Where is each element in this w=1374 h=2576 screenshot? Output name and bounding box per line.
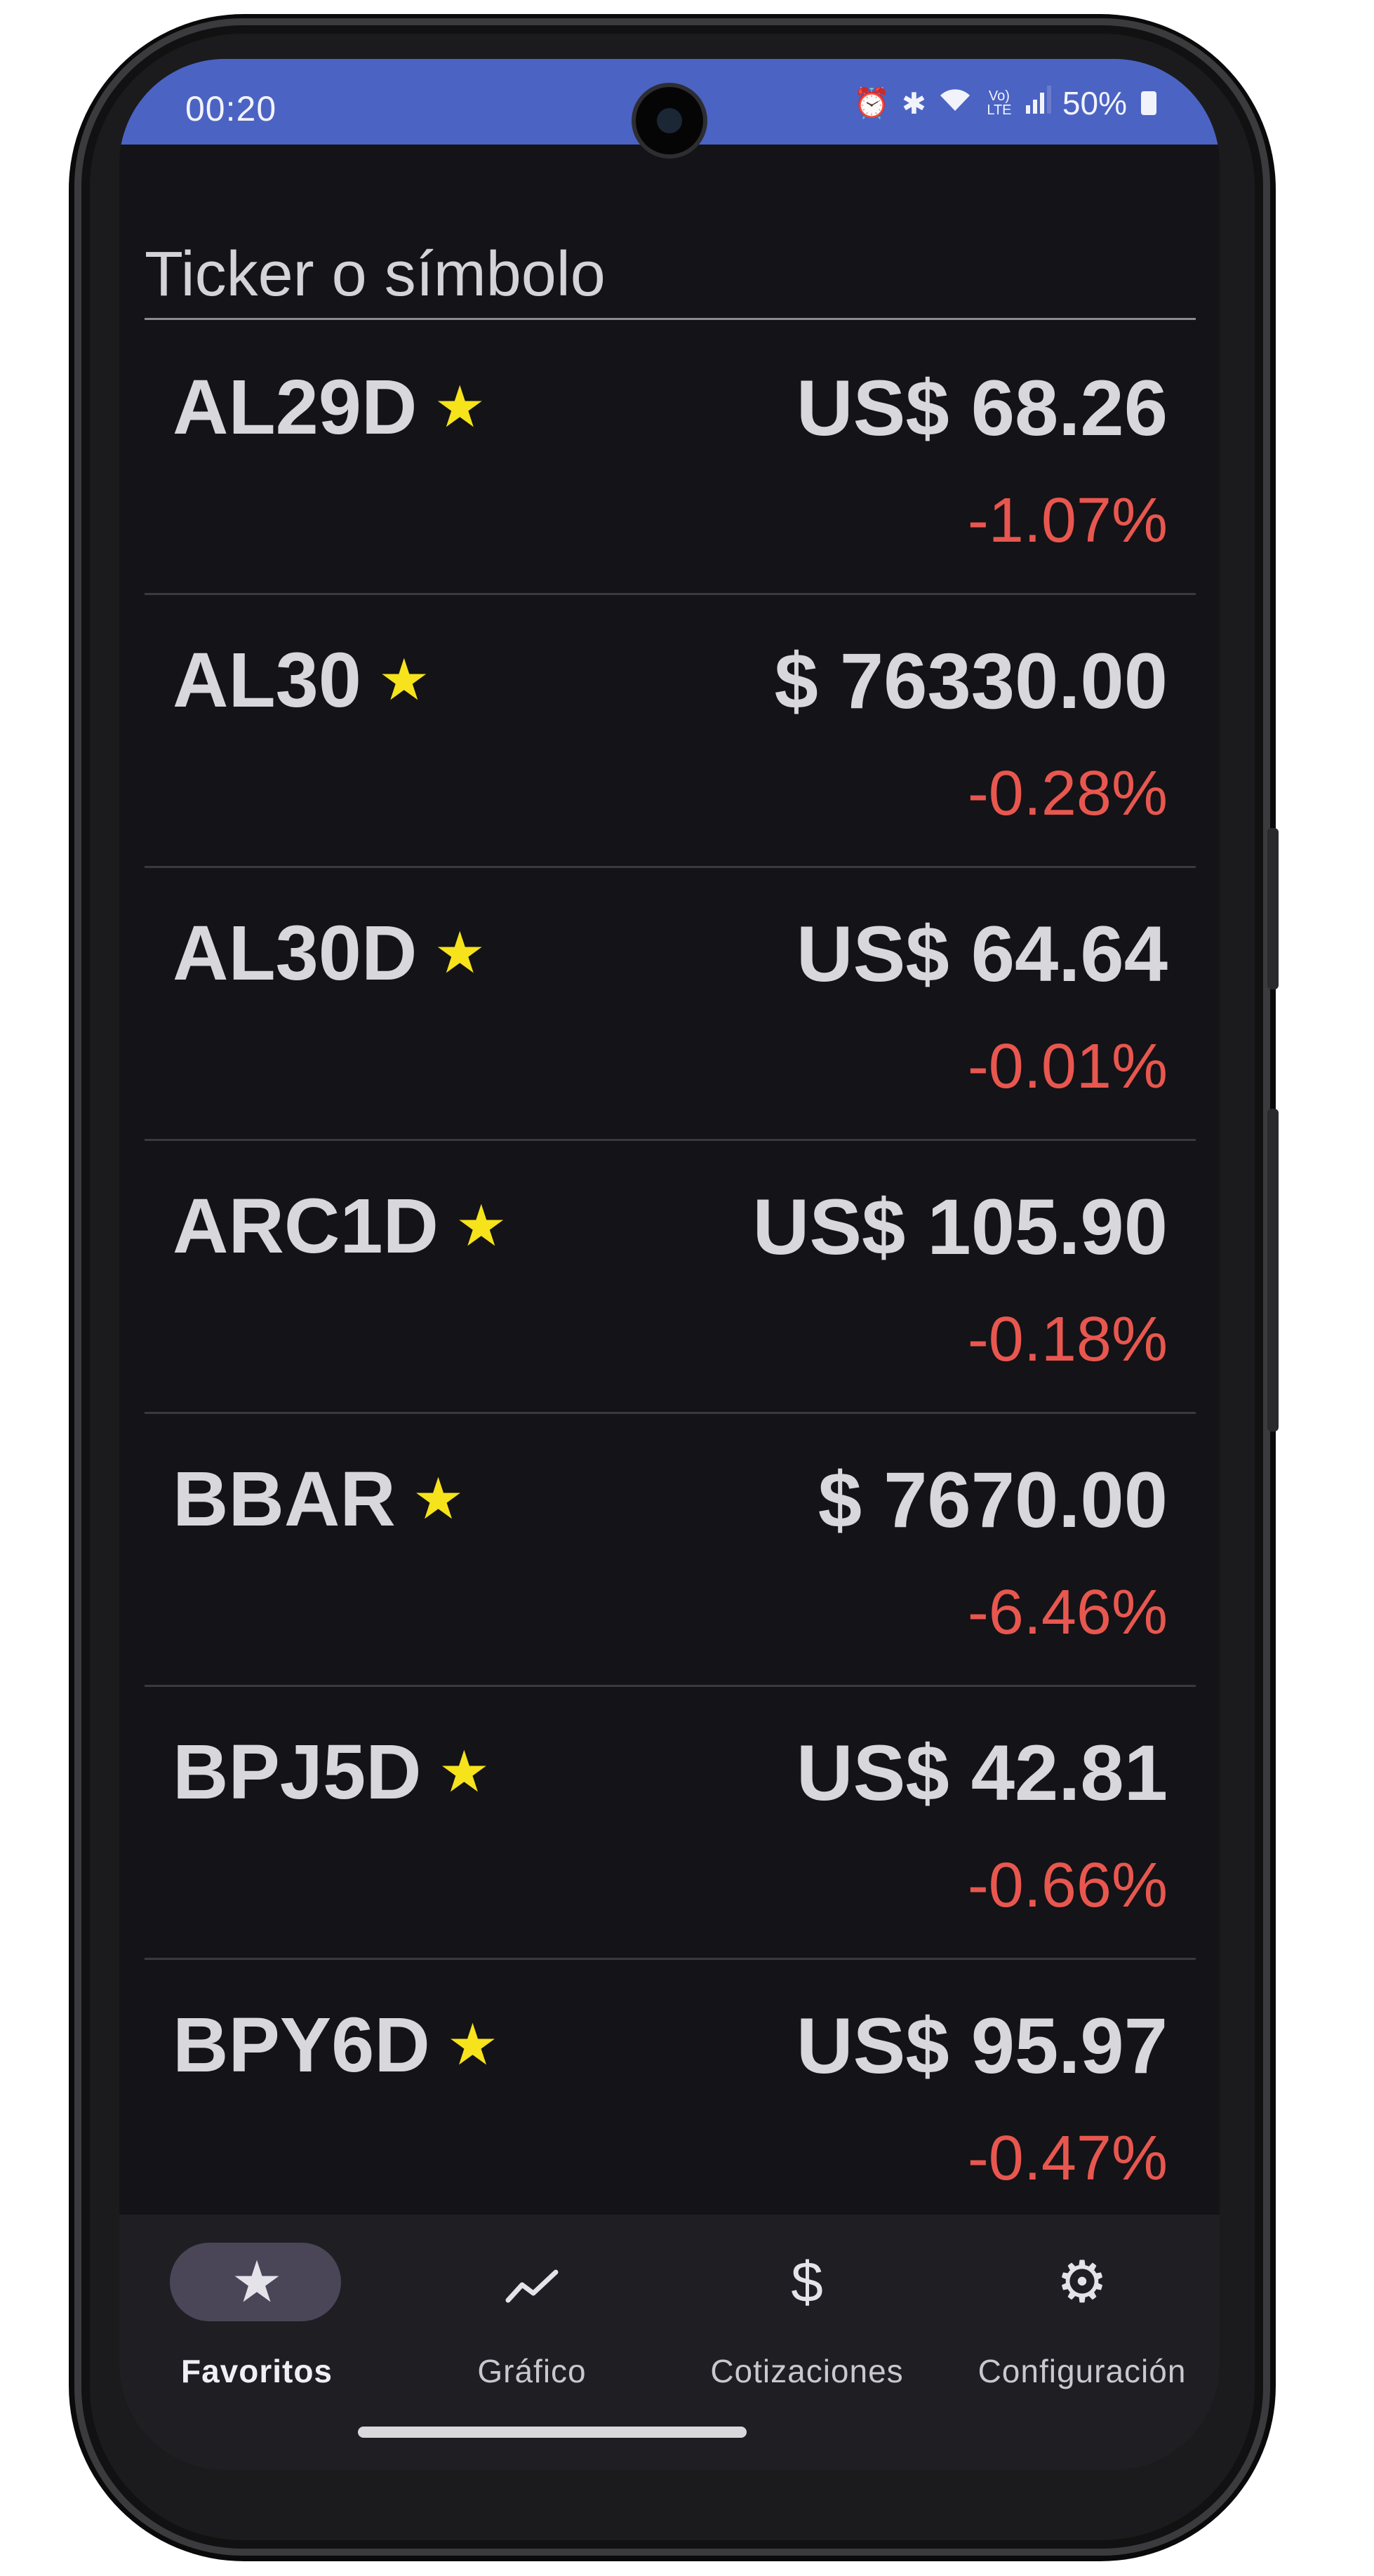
battery-icon <box>1141 91 1156 115</box>
star-icon[interactable]: ★ <box>446 2013 499 2077</box>
ticker-label: BPJ5D <box>173 1729 422 1815</box>
change-percent: -0.66% <box>967 1850 1168 1921</box>
ticker-symbol: BPY6D ★ <box>173 2001 498 2090</box>
price: US$ 42.81 <box>796 1729 1168 1817</box>
change-percent: -0.18% <box>967 1304 1168 1375</box>
volume-button <box>1267 1109 1279 1432</box>
star-icon[interactable]: ★ <box>438 1740 491 1804</box>
bluetooth-icon: ✱ <box>901 86 926 120</box>
gear-icon: ⚙ <box>1056 2250 1108 2314</box>
star-icon[interactable]: ★ <box>378 648 430 712</box>
change-percent: -0.47% <box>967 2123 1168 2194</box>
change-percent: -6.46% <box>967 1577 1168 1648</box>
price: US$ 64.64 <box>796 910 1168 998</box>
ticker-label: AL30 <box>173 637 361 723</box>
alarm-icon: ⏰ <box>853 86 891 119</box>
screen: 00:20 ⏰ ✱ Vo) LTE 50% AL29D★ US$ 68.26 -… <box>119 59 1220 2470</box>
battery-text: 50% <box>1062 85 1127 121</box>
search-bar <box>145 145 1196 320</box>
nav-label: Gráfico <box>477 2353 587 2389</box>
ticker-symbol: BPJ5D ★ <box>173 1728 490 1817</box>
ticker-label: AL30D <box>173 910 418 996</box>
ticker-label: BPY6D <box>173 2002 430 2088</box>
chart-line-icon <box>394 2251 669 2314</box>
price: US$ 105.90 <box>752 1183 1168 1271</box>
ticker-label: ARC1D <box>173 1183 439 1269</box>
home-indicator[interactable] <box>358 2427 747 2438</box>
nav-label: Favoritos <box>180 2353 333 2389</box>
star-icon[interactable]: ★ <box>434 375 486 439</box>
price: US$ 68.26 <box>796 364 1168 452</box>
search-input[interactable] <box>145 239 1196 311</box>
list-item[interactable]: BPJ5D ★ US$ 42.81 -0.66% <box>145 1687 1196 1960</box>
status-icons: ⏰ ✱ Vo) LTE 50% <box>853 84 1156 122</box>
ticker-symbol: AL30 ★ <box>173 636 430 725</box>
nav-favoritos[interactable]: ★ Favoritos <box>119 2215 394 2470</box>
star-icon[interactable]: ★ <box>412 1467 465 1531</box>
star-icon[interactable]: ★ <box>434 921 486 985</box>
star-icon[interactable]: ★ <box>455 1194 507 1258</box>
volte-icon: Vo) LTE <box>987 88 1012 118</box>
list-item[interactable]: BPY6D ★ US$ 95.97 -0.47% <box>145 1960 1196 2233</box>
list-item[interactable]: AL30D ★ US$ 64.64 -0.01% <box>145 868 1196 1141</box>
change-percent: -1.07% <box>967 486 1168 556</box>
price: $ 7670.00 <box>818 1456 1168 1544</box>
nav-configuracion[interactable]: ⚙ Configuración <box>945 2215 1220 2470</box>
list-item[interactable]: ARC1D ★ US$ 105.90 -0.18% <box>145 1141 1196 1414</box>
dollar-icon: $ <box>791 2250 823 2314</box>
nav-grafico[interactable]: Gráfico <box>394 2215 669 2470</box>
nav-label: Cotizaciones <box>710 2353 904 2389</box>
change-percent: -0.01% <box>967 1032 1168 1102</box>
list-item[interactable]: AL29D ★ US$ 68.26 -1.07% <box>145 322 1196 595</box>
status-time: 00:20 <box>185 89 277 128</box>
change-percent: -0.28% <box>967 759 1168 829</box>
front-camera <box>636 87 703 154</box>
price: $ 76330.00 <box>774 637 1168 725</box>
price: US$ 95.97 <box>796 2002 1168 2090</box>
ticker-symbol: BBAR ★ <box>173 1455 464 1544</box>
star-icon: ★ <box>231 2250 283 2314</box>
favorites-list: AL29D ★ US$ 68.26 -1.07% AL30 ★ $ 76330.00… <box>145 322 1196 2233</box>
signal-icon <box>1025 86 1051 121</box>
ticker-label: BBAR <box>173 1456 396 1542</box>
status-bar: 00:20 ⏰ ✱ Vo) LTE 50% <box>119 59 1220 154</box>
list-item[interactable]: BBAR ★ $ 7670.00 -6.46% <box>145 1414 1196 1687</box>
ticker-label: AL29D <box>173 364 418 451</box>
nav-active-indicator <box>170 2243 341 2321</box>
ticker-symbol: AL30D ★ <box>173 909 486 998</box>
nav-label: Configuración <box>978 2353 1187 2389</box>
wifi-icon <box>938 86 973 121</box>
nav-cotizaciones[interactable]: $ Cotizaciones <box>669 2215 945 2470</box>
ticker-symbol: AL29D ★ <box>173 363 486 452</box>
list-item[interactable]: AL30 ★ $ 76330.00 -0.28% <box>145 595 1196 868</box>
ticker-symbol: ARC1D ★ <box>173 1182 507 1271</box>
power-button <box>1267 828 1279 989</box>
